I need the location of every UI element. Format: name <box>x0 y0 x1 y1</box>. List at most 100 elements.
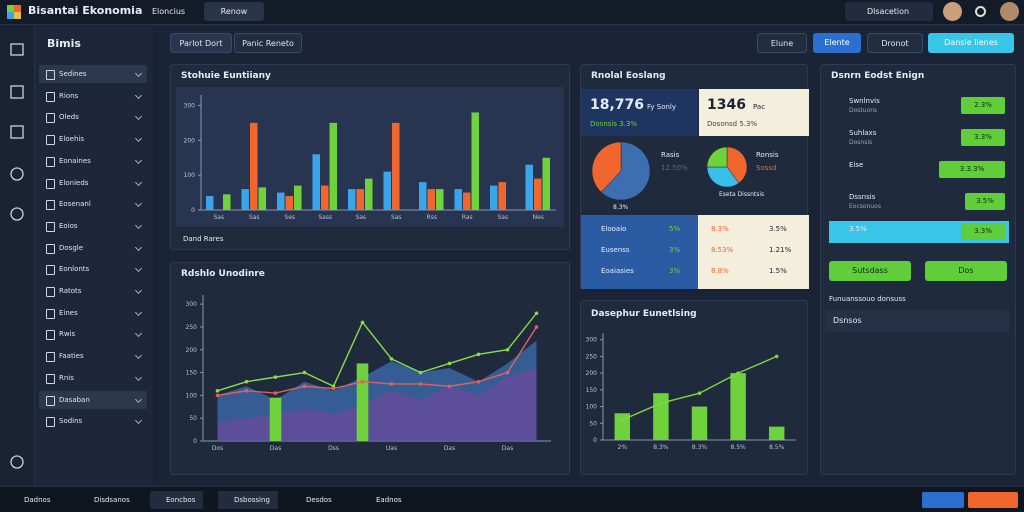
point <box>244 389 249 393</box>
sidebar-item[interactable]: Rnis <box>39 369 147 387</box>
sidebar-item[interactable]: Eines <box>39 304 147 322</box>
table-cell: 3% <box>669 267 681 275</box>
bar <box>418 182 427 210</box>
x-tick-label: Uas <box>386 445 397 452</box>
bar <box>427 189 436 210</box>
sidebar-item[interactable]: Faaties <box>39 347 147 365</box>
x-tick-label: Das <box>444 445 455 452</box>
point <box>302 370 307 375</box>
sidebar-item[interactable]: Eoios <box>39 217 147 235</box>
sidebar-item[interactable]: Rwis <box>39 325 147 343</box>
panel-title: Stohuie Euntiiany <box>181 71 271 81</box>
point <box>447 384 452 389</box>
kpi-label: Fy Sonly <box>647 103 677 111</box>
bar <box>768 426 785 440</box>
top-button[interactable]: Renow <box>204 2 264 21</box>
action-button[interactable]: Dos <box>925 261 1007 281</box>
tray-button[interactable] <box>968 492 1018 508</box>
panel-title: Rdshlo Unodinre <box>181 269 265 279</box>
right-panel: Dsnrn Eodst Enign Swnlnvis Dostuons 2.3% Su… <box>820 64 1016 475</box>
pie-note: Eseta Dissntsis <box>719 191 764 198</box>
legend-entry: Rasis <box>661 151 680 159</box>
x-tick-label: 8.5% <box>730 444 746 451</box>
x-tick-label: 8.3% <box>692 444 708 451</box>
tab[interactable]: Parlot Dort <box>170 33 232 53</box>
x-tick-label: Sas <box>249 214 260 221</box>
taskbar-item[interactable]: Disdsanos <box>94 496 130 504</box>
taskbar-item[interactable]: Eadnos <box>376 496 402 504</box>
select[interactable]: Dsnsos <box>825 310 1009 332</box>
x-tick-label: Ses <box>284 214 295 221</box>
point <box>244 379 249 384</box>
bar <box>691 406 708 440</box>
sidebar-item[interactable]: Eloehis <box>39 130 147 148</box>
action-button[interactable]: Sutsdass <box>829 261 911 281</box>
item-name: Eise <box>849 161 864 169</box>
tab[interactable]: Panic Reneto <box>234 33 302 53</box>
avatar[interactable] <box>1000 2 1019 21</box>
bar <box>533 178 542 210</box>
point <box>476 352 481 357</box>
field-label: Funuanssouo donsuss <box>829 295 906 303</box>
bar <box>347 189 356 210</box>
taskbar-item[interactable]: Dsbossing <box>218 491 278 509</box>
sidebar-item[interactable]: Eonaines <box>39 152 147 170</box>
pie-slice <box>600 141 651 201</box>
sidebar-title: Bimis <box>47 37 81 50</box>
account[interactable]: Dlsacetion <box>845 2 933 21</box>
table-cell: 5% <box>669 225 681 233</box>
sidebar-item[interactable]: Eonlonts <box>39 260 147 278</box>
bar-panel: Stohuie Euntiiany 0 100 200 300 Sas Sas Ses Sas… <box>170 64 570 250</box>
bar <box>312 154 320 210</box>
avatar[interactable] <box>943 2 962 21</box>
taskbar-item[interactable]: Dadnos <box>24 496 51 504</box>
bar <box>294 185 302 210</box>
sidebar-item[interactable]: Eosenanl <box>39 195 147 213</box>
bar <box>285 196 294 210</box>
taskbar-item[interactable]: Eoncbos <box>150 491 204 509</box>
sidebar-item[interactable]: Sedines <box>39 65 147 83</box>
progress-row: Suhlaxs Dosnsis 3.3% <box>829 125 1009 155</box>
progress-row: Eise 3.3.3% <box>829 157 1009 187</box>
point <box>215 393 220 398</box>
point <box>331 386 336 391</box>
kpi-card: 1346 Pac Dosonsd 5.3% <box>699 89 809 136</box>
taskbar-item[interactable]: Desdos <box>306 496 332 504</box>
sidebar-item[interactable]: Sodins <box>39 412 147 430</box>
bar <box>489 185 498 210</box>
bar <box>365 178 373 210</box>
sidebar-item[interactable]: Oleds <box>39 108 147 126</box>
y-tick-label: 0 <box>193 438 197 445</box>
point <box>534 311 539 316</box>
y-tick-label: 150 <box>586 387 598 394</box>
settings-icon[interactable] <box>975 6 986 17</box>
item-value: 3.3% <box>961 129 1005 146</box>
menu[interactable]: Eloncius <box>152 7 186 16</box>
toolbar-button[interactable]: Elente <box>813 33 861 53</box>
x-tick-label: Ras <box>462 214 473 221</box>
kpi-card: 18,776 Fy Sonly Dosnsis 3.3% <box>581 89 698 136</box>
bar <box>276 192 285 210</box>
item-sub: Dosnsis <box>849 139 873 146</box>
bar <box>730 373 746 440</box>
sidebar-item[interactable]: Dosgle <box>39 239 147 257</box>
x-tick-label: Rss <box>427 214 437 221</box>
tray-button[interactable] <box>922 492 964 508</box>
progress-row: Swnlnvis Dostuons 2.3% <box>829 93 1009 123</box>
kpi-panel: Rnolal Eoslang 18,776 Fy Sonly Dosnsis 3… <box>580 64 809 289</box>
panel-title: Rnolal Eoslang <box>591 71 666 81</box>
y-tick-label: 200 <box>184 137 196 144</box>
x-tick-label: 2% <box>618 444 628 451</box>
sidebar-item[interactable]: Ratots <box>39 282 147 300</box>
sidebar-item[interactable]: Elonieds <box>39 174 147 192</box>
y-tick-label: 250 <box>586 353 598 360</box>
sidebar-item[interactable]: Rions <box>39 87 147 105</box>
bar-chart: 0 100 200 300 Sas Sas Ses Sass Sas Sas Rss Ras Sas Ne… <box>184 95 556 221</box>
toolbar-button[interactable]: Dansie Ilenes <box>928 33 1014 53</box>
toolbar-button[interactable]: Elune <box>757 33 807 53</box>
sidebar-item[interactable]: Dasaban <box>39 390 147 409</box>
toolbar-button[interactable]: Dronot <box>867 33 923 53</box>
item-name: Dssnsis <box>849 193 876 201</box>
bar <box>498 182 507 210</box>
bar <box>525 164 533 210</box>
